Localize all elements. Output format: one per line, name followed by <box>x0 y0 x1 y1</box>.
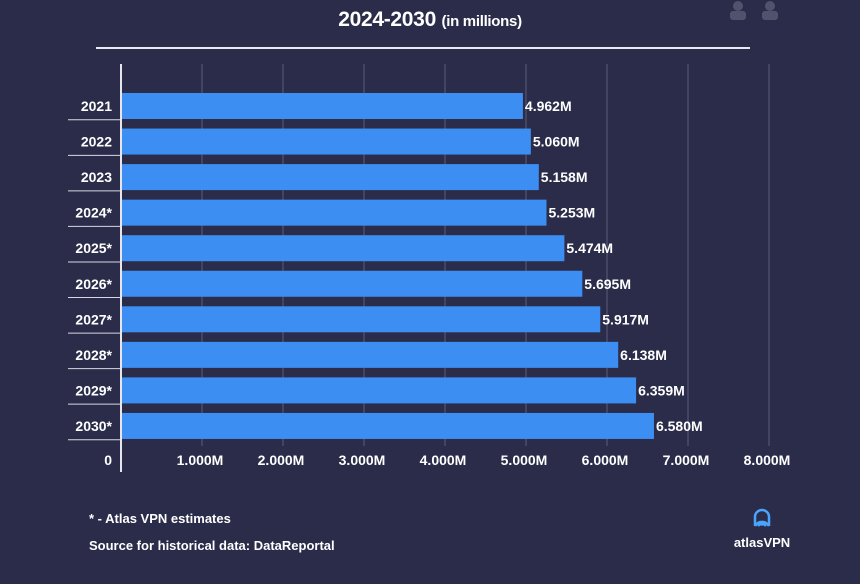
data-label: 6.138M <box>620 347 667 363</box>
chart-title-unit: (in millions) <box>441 13 523 30</box>
y-tick-label: 2024* <box>75 205 112 221</box>
bar <box>122 270 583 297</box>
atlasvpn-logo: atlasVPN <box>727 508 797 550</box>
bar <box>122 93 523 119</box>
y-tick-label: 2028* <box>75 347 112 363</box>
bar <box>122 235 565 262</box>
data-label: 5.253M <box>548 205 595 221</box>
data-label: 5.060M <box>533 134 580 150</box>
x-tick-label: 1.000M <box>177 452 224 468</box>
bar <box>122 199 547 226</box>
x-tick-label: 5.000M <box>501 452 548 468</box>
atlasvpn-logo-icon <box>753 508 771 527</box>
x-tick-label: 0 <box>104 452 112 468</box>
bar <box>122 306 601 333</box>
data-label: 5.158M <box>541 169 588 185</box>
title-divider <box>96 47 750 49</box>
chart-title-main: 2024-2030 <box>338 8 436 31</box>
y-tick-label: 2023 <box>81 169 112 185</box>
x-tick-label: 6.000M <box>582 452 629 468</box>
bar <box>122 164 539 191</box>
data-label: 6.359M <box>638 382 685 398</box>
atlasvpn-logo-text: atlasVPN <box>733 535 791 550</box>
chart-title: 2024-2030 (in millions) <box>0 8 860 32</box>
bar <box>122 412 654 439</box>
x-tick-label: 4.000M <box>420 452 467 468</box>
y-tick-label: 2026* <box>75 276 112 292</box>
x-tick-label: 2.000M <box>258 452 305 468</box>
data-label: 5.917M <box>602 311 649 327</box>
bar <box>122 341 619 368</box>
source-note: Source for historical data: DataReportal <box>89 538 335 553</box>
data-label: 5.474M <box>566 240 613 256</box>
bar <box>122 377 637 404</box>
y-tick-label: 2021 <box>81 98 112 114</box>
estimates-note: * - Atlas VPN estimates <box>89 511 231 526</box>
y-tick-label: 2022 <box>81 134 112 150</box>
x-tick-label: 7.000M <box>663 452 710 468</box>
data-label: 5.695M <box>584 276 631 292</box>
y-tick-label: 2027* <box>75 311 112 327</box>
y-tick-label: 2025* <box>75 240 112 256</box>
bar <box>122 128 531 155</box>
data-label: 6.580M <box>656 418 703 434</box>
x-tick-label: 8.000M <box>744 452 791 468</box>
y-tick-label: 2029* <box>75 382 112 398</box>
x-tick-label: 3.000M <box>339 452 386 468</box>
watermark-icon <box>730 1 778 20</box>
data-label: 4.962M <box>525 98 572 114</box>
y-tick-label: 2030* <box>75 418 112 434</box>
